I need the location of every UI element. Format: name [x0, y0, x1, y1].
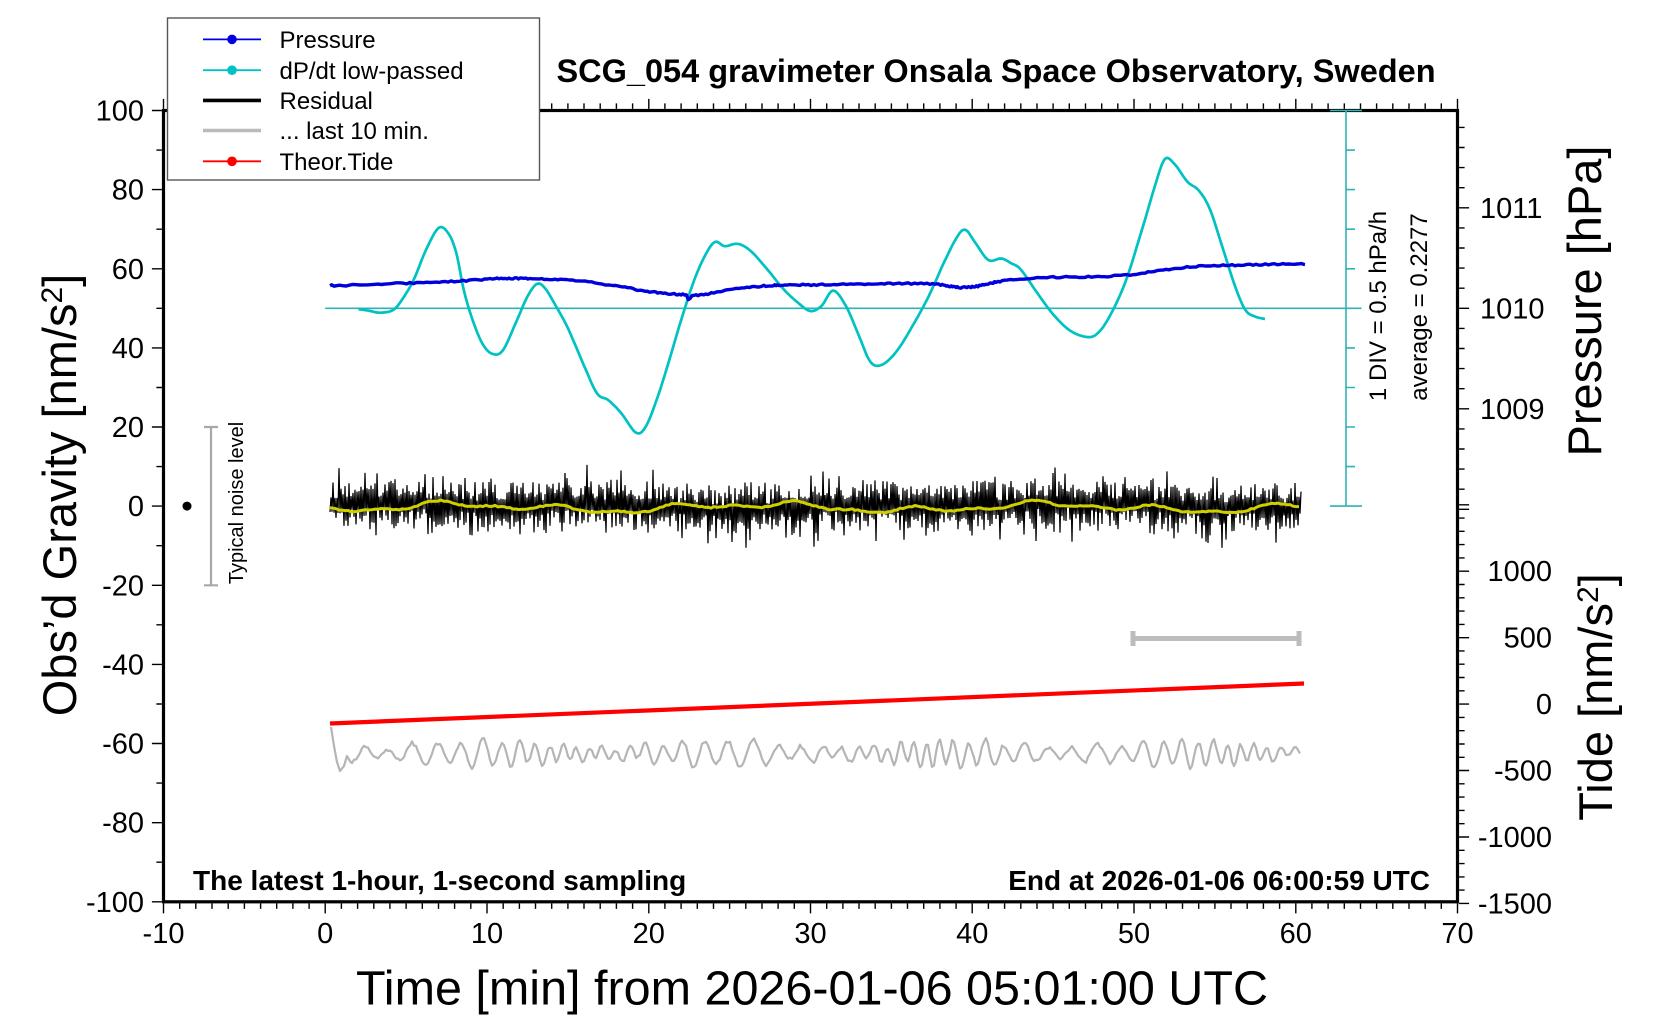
- svg-text:The latest 1-hour, 1-second sa: The latest 1-hour, 1-second sampling: [193, 865, 686, 896]
- svg-text:-20: -20: [102, 570, 144, 602]
- svg-text:70: 70: [1441, 918, 1473, 950]
- svg-text:1011: 1011: [1480, 193, 1542, 225]
- svg-text:Pressure [hPa]: Pressure [hPa]: [1558, 146, 1611, 457]
- svg-text:Tide [nm/s2]: Tide [nm/s2]: [1569, 573, 1622, 820]
- svg-text:20: 20: [633, 918, 665, 950]
- svg-text:10: 10: [471, 918, 503, 950]
- svg-text:-500: -500: [1494, 756, 1552, 788]
- svg-text:100: 100: [96, 96, 144, 128]
- svg-text:Typical noise level: Typical noise level: [226, 422, 248, 584]
- svg-text:1000: 1000: [1487, 556, 1552, 588]
- svg-text:dP/dt low-passed: dP/dt low-passed: [280, 58, 464, 85]
- svg-text:Obs’d Gravity [nm/s2]: Obs’d Gravity [nm/s2]: [33, 274, 86, 716]
- svg-text:40: 40: [112, 333, 144, 365]
- svg-text:40: 40: [956, 918, 988, 950]
- svg-text:500: 500: [1504, 623, 1552, 655]
- svg-text:-1500: -1500: [1478, 888, 1552, 920]
- svg-text:1010: 1010: [1480, 293, 1545, 325]
- svg-text:End at 2026-01-06 06:00:59 UTC: End at 2026-01-06 06:00:59 UTC: [1008, 865, 1430, 896]
- svg-text:1009: 1009: [1480, 394, 1545, 426]
- svg-text:-1000: -1000: [1478, 822, 1552, 854]
- svg-text:Residual: Residual: [280, 88, 373, 115]
- svg-text:-10: -10: [143, 918, 185, 950]
- svg-text:... last 10 min.: ... last 10 min.: [280, 118, 429, 145]
- svg-text:Pressure: Pressure: [280, 27, 376, 54]
- svg-text:80: 80: [112, 175, 144, 207]
- svg-text:20: 20: [112, 412, 144, 444]
- svg-text:-100: -100: [86, 887, 144, 919]
- svg-text:0: 0: [1536, 689, 1552, 721]
- svg-text:60: 60: [1280, 918, 1312, 950]
- svg-text:0: 0: [317, 918, 333, 950]
- svg-text:30: 30: [794, 918, 826, 950]
- svg-text:Theor.Tide: Theor.Tide: [280, 149, 394, 176]
- svg-text:-80: -80: [102, 808, 144, 840]
- svg-text:-60: -60: [102, 729, 144, 761]
- svg-text:60: 60: [112, 254, 144, 286]
- svg-text:50: 50: [1118, 918, 1150, 950]
- svg-text:1 DIV = 0.5 hPa/h: 1 DIV = 0.5 hPa/h: [1365, 211, 1392, 401]
- svg-text:-40: -40: [102, 649, 144, 681]
- svg-text:Time [min] from 2026-01-06 05:: Time [min] from 2026-01-06 05:01:00 UTC: [356, 962, 1268, 1016]
- svg-text:average = 0.2277: average = 0.2277: [1406, 213, 1433, 401]
- svg-text:SCG_054 gravimeter Onsala Spac: SCG_054 gravimeter Onsala Space Observat…: [556, 53, 1435, 89]
- svg-text:0: 0: [128, 491, 144, 523]
